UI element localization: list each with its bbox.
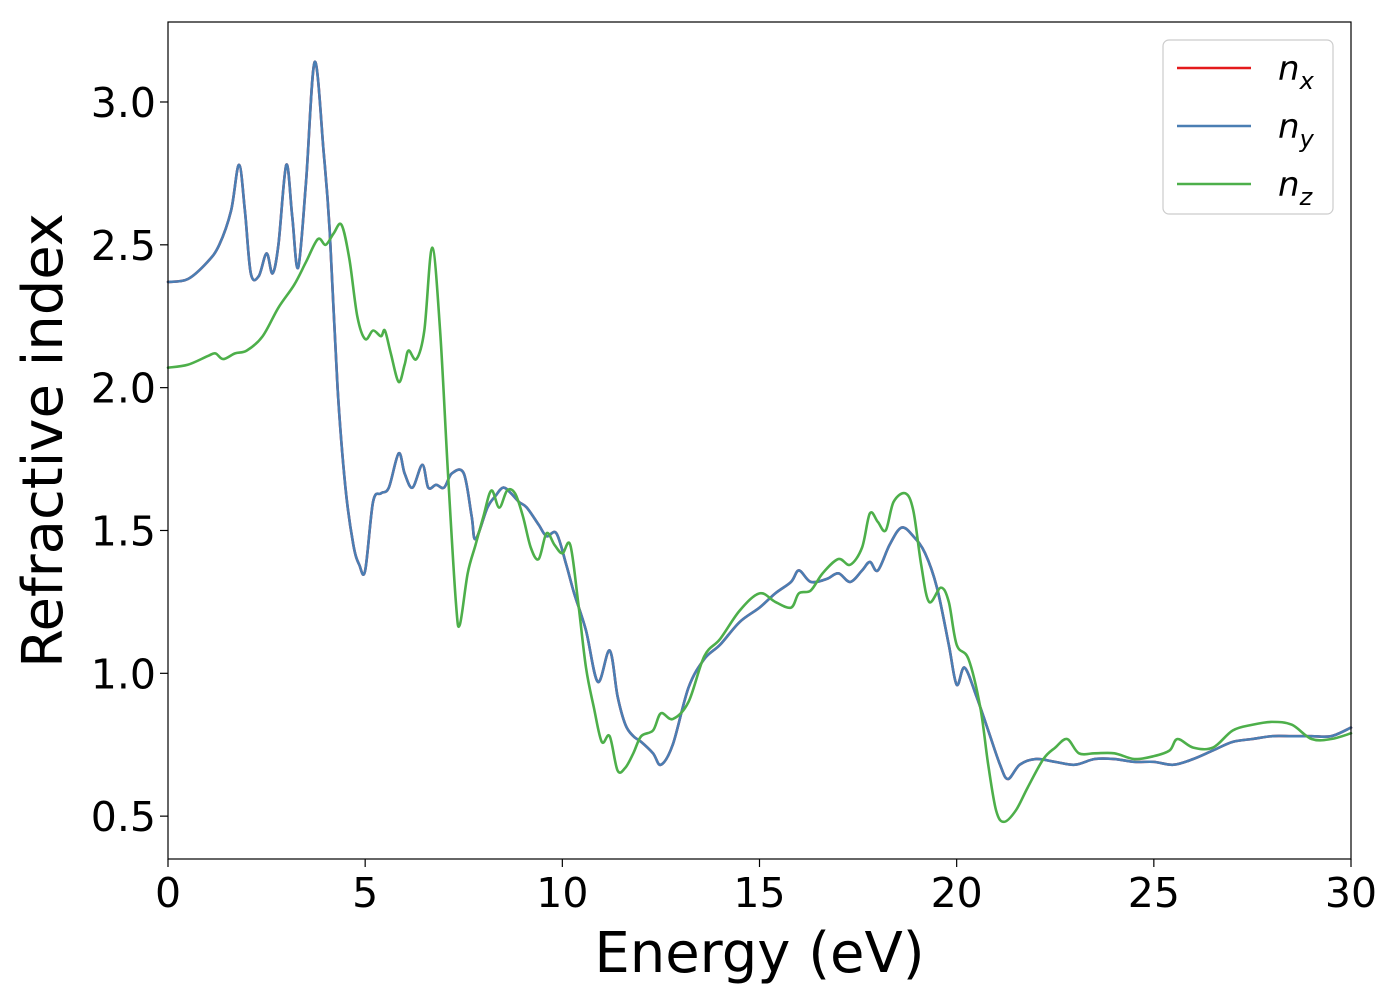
legend-label-y: ny [1278, 107, 1315, 153]
x-tick-label: 5 [352, 869, 378, 917]
x-tick-label: 25 [1128, 869, 1180, 917]
series-line-z [166, 222, 1353, 824]
tick-layer: 0 5 10 15 20 25 30 0.5 1.0 1.5 2.0 2.5 3.0 [91, 79, 1377, 917]
plot-area [168, 22, 1351, 859]
plot-frame [167, 21, 1352, 860]
legend: nx ny nz [1162, 39, 1334, 215]
y-tick-label: 1.0 [91, 650, 156, 698]
series-line-y [166, 60, 1353, 781]
legend-label-x: nx [1278, 49, 1315, 95]
series-layer [166, 60, 1353, 824]
y-tick-label: 2.5 [91, 222, 156, 270]
y-tick-label: 3.0 [91, 79, 156, 127]
x-tick-label: 0 [155, 869, 181, 917]
legend-label-z: nz [1278, 165, 1314, 211]
y-axis-label: Refractive index [11, 213, 76, 668]
x-tick-label: 10 [536, 869, 588, 917]
x-axis-label: Energy (eV) [594, 921, 924, 986]
x-tick-label: 15 [733, 869, 785, 917]
y-tick-label: 0.5 [91, 793, 156, 841]
x-tick-label: 20 [931, 869, 983, 917]
y-tick-label: 1.5 [91, 507, 156, 555]
x-tick-label: 30 [1325, 869, 1377, 917]
y-tick-label: 2.0 [91, 365, 156, 413]
